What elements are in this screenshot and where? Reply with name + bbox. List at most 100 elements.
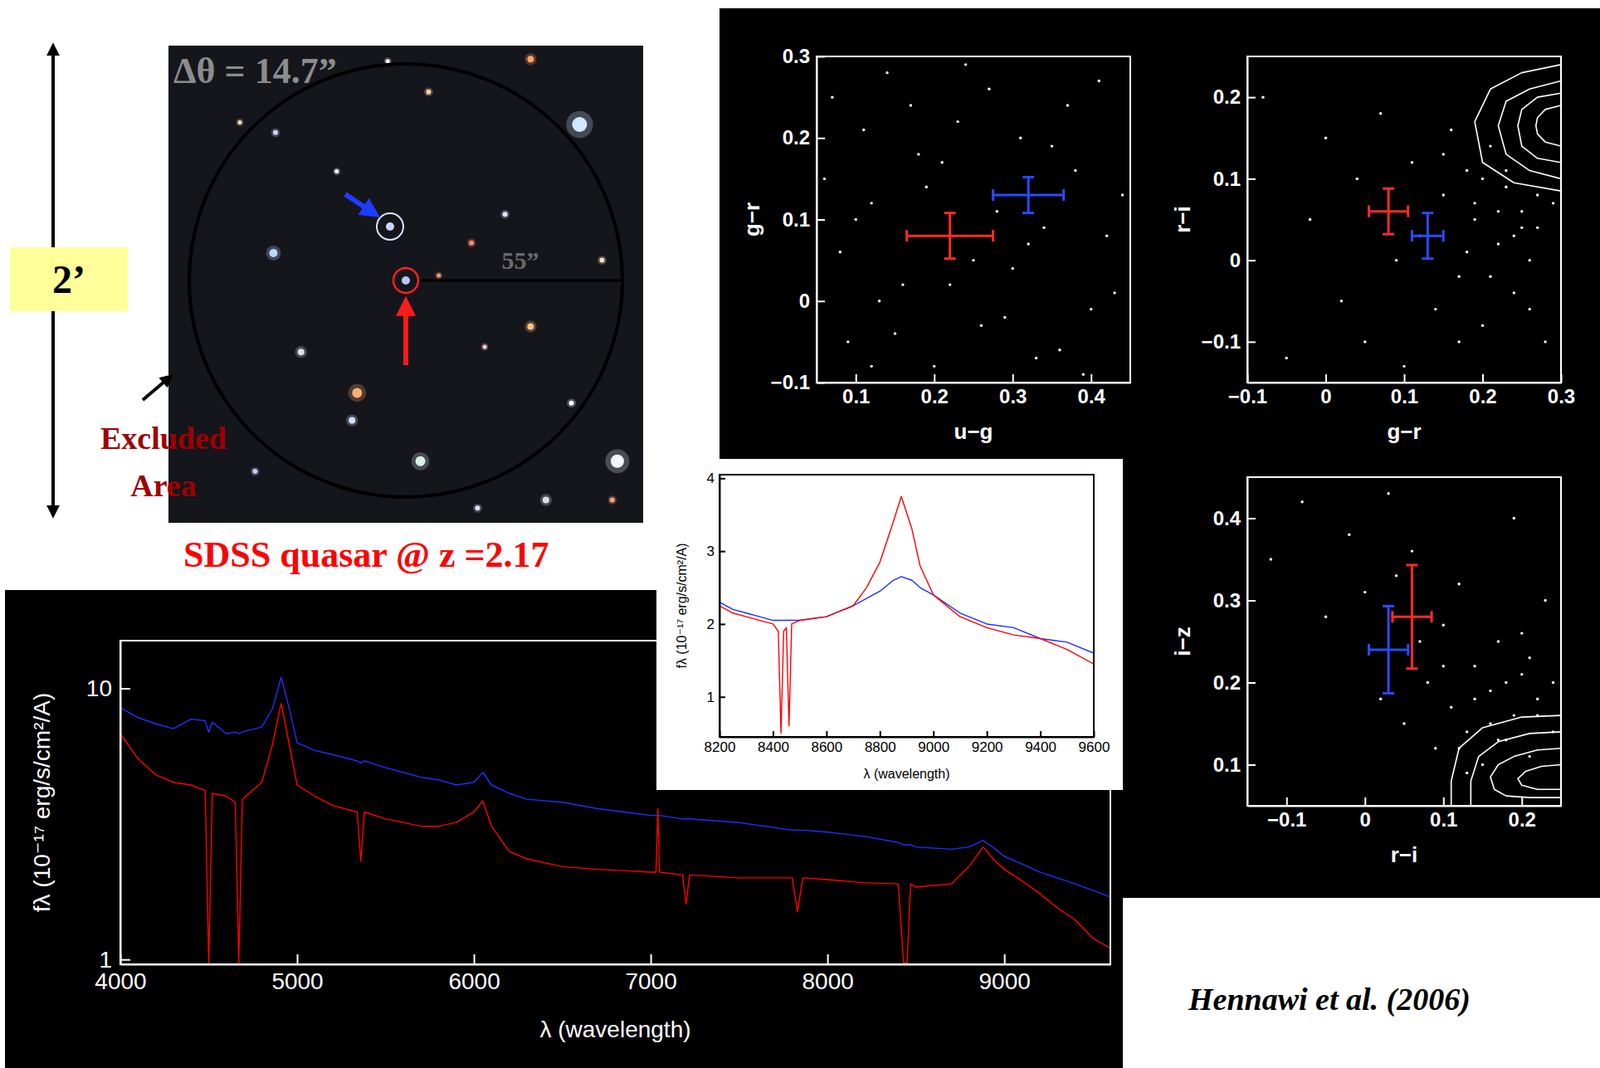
tick-label: 0.2 [1213,671,1241,694]
plot-frame [1247,477,1561,806]
point [1442,152,1445,156]
star-glow [411,452,430,471]
error-bar-x [1367,205,1371,218]
tick: 2 [707,616,726,633]
point [1324,615,1327,619]
tick-label: 0 [799,289,810,313]
tick: 7000 [624,954,677,995]
error-bar-x [1368,648,1408,651]
x-axis-title: λ (wavelength) [863,766,950,781]
point [1089,307,1093,311]
point [1449,706,1453,709]
y-axis-title: i−z [1170,626,1196,656]
tick-mark [1247,341,1256,343]
point [1442,624,1445,627]
chart: 820084008600880090009200940096001234λ (w… [656,458,1123,791]
tick-label: 0.1 [1213,167,1241,191]
tick-mark [1247,97,1256,99]
tick-label: 10 [86,675,113,702]
tick-label: 9400 [1024,739,1057,756]
error-bar [1368,605,1408,693]
tick: 9000 [979,954,1031,995]
tick-mark [932,731,935,737]
tick-label: −0.1 [1228,385,1268,408]
star [269,248,279,258]
tick-label: 8400 [757,739,790,756]
point [1379,112,1382,115]
point [1481,763,1484,766]
tick-mark [719,696,726,698]
point [1504,681,1508,684]
point [1269,557,1273,561]
point [917,152,920,156]
quasar [385,222,395,231]
tick-label: 0.3 [999,385,1027,408]
point [1356,177,1359,181]
x-axis: −0.100.10.2 [1248,797,1562,831]
point [1324,136,1327,140]
point [1042,226,1045,230]
tick-mark [1247,178,1256,181]
point [987,87,991,91]
tick-mark [719,551,726,553]
point [1543,340,1547,343]
star [425,89,431,95]
error-bar-x [1442,229,1445,242]
point [1105,234,1108,237]
radius-label: 55” [502,246,540,274]
error-bar-x [1406,205,1410,218]
x-axis: 82008400860088009000920094009600 [704,731,1111,756]
star-glow [481,343,489,352]
tick-label: −0.1 [1267,808,1307,831]
star-glow [500,209,510,220]
star-glow [266,245,282,261]
y-axis: −0.100.10.20.3 [770,44,825,394]
sky-image [168,45,644,523]
separation-label: Δθ = 14.7” [173,50,337,92]
tick: 0.1 [1213,167,1256,191]
tick: 0.2 [1213,85,1256,108]
star [569,400,575,406]
point [1347,533,1351,537]
tick: 1 [707,689,726,706]
tick-mark [816,219,825,221]
tick-mark [1560,374,1563,383]
point [830,95,834,98]
tick: 0 [1360,797,1371,831]
tick-label: 7000 [624,968,677,995]
axis-line [1247,57,1249,384]
point [1504,169,1508,172]
point [1473,697,1476,701]
tick-mark [772,731,775,737]
point [846,340,849,343]
y-axis: 1 10 [86,641,131,973]
point [854,218,858,221]
point [1520,209,1523,213]
tick: −0.1 [770,370,825,394]
y-axis-title: r−i [1170,205,1196,234]
point [1465,730,1469,733]
plot-area [823,63,1125,376]
point [1465,250,1469,254]
tick: 0.3 [1213,589,1256,612]
star [474,505,480,511]
star-glow [473,503,483,513]
tick-label: 4 [707,470,715,487]
point [1528,755,1532,758]
star-glow [250,467,260,477]
star [237,120,242,125]
tick: 5000 [271,954,323,995]
star-glow [434,271,443,279]
tick: 0.3 [782,44,825,68]
point [1488,689,1492,693]
error-bar-y [944,211,957,215]
star [609,497,615,503]
error-bar [1392,565,1432,669]
point [1528,656,1532,659]
point [1481,177,1484,181]
point [1520,631,1523,635]
point [1465,771,1469,775]
tick-label: 2 [707,616,715,633]
tick: 1 [98,946,131,973]
tick-mark [1247,682,1256,684]
